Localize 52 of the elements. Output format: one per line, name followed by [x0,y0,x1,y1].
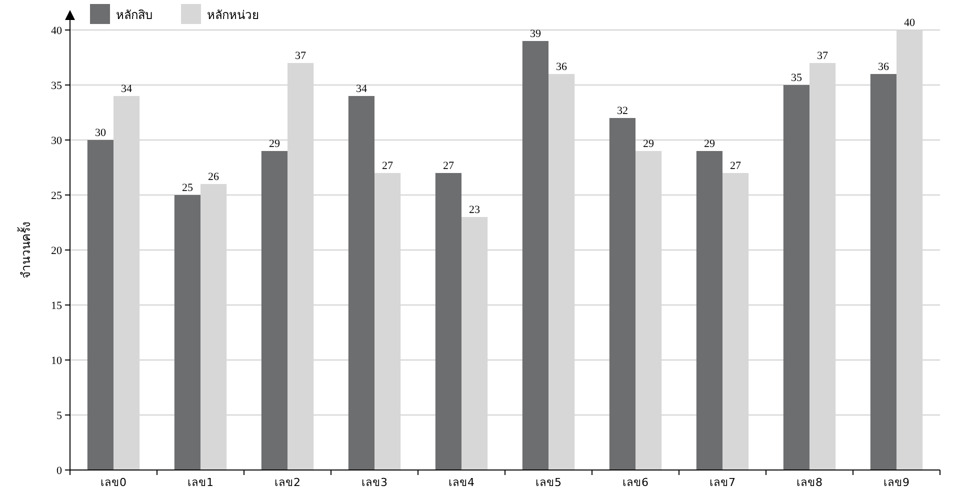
bar [174,195,200,470]
data-label: 27 [730,160,742,172]
x-tick-label: เลข9 [884,476,910,489]
data-label: 30 [94,127,106,139]
data-label: 35 [790,72,802,84]
data-label: 23 [469,204,481,216]
x-tick-label: เลข5 [536,476,562,489]
bar [87,140,114,470]
x-tick-label: เลข8 [796,476,822,489]
x-tick-label: เลข1 [188,476,214,489]
y-axis-title: จำนวนครั้ง [17,222,33,278]
bar [609,118,636,470]
legend-label: หลักหน่วย [207,8,259,22]
y-tick-label: 0 [56,465,62,477]
data-label: 34 [356,83,368,95]
y-tick-label: 40 [51,25,62,37]
x-tick-label: เลข7 [710,476,736,489]
data-label: 29 [268,138,280,150]
y-tick-label: 5 [56,410,62,422]
data-label: 37 [817,50,829,62]
y-tick-label: 35 [51,80,62,92]
x-tick-label: เลข0 [100,476,126,489]
x-tick-label: เลข6 [622,476,648,489]
data-label: 27 [442,160,454,172]
bar [348,96,374,470]
data-label: 32 [616,105,628,117]
data-label: 36 [878,61,890,73]
x-tick-label: เลข2 [274,476,300,489]
data-label: 27 [382,160,394,172]
data-label: 26 [208,171,220,183]
data-label: 29 [643,138,655,150]
data-label: 37 [295,50,307,62]
y-tick-label: 20 [51,245,62,257]
bar [870,74,896,470]
data-label: 40 [904,17,916,29]
bar [435,173,462,470]
bar [783,85,810,470]
y-tick-label: 15 [51,300,62,312]
bar [522,41,548,470]
x-tick-label: เลข3 [362,476,388,489]
data-label: 36 [556,61,568,73]
y-tick-label: 25 [51,190,62,202]
y-tick-label: 10 [51,355,62,367]
data-label: 25 [182,182,194,194]
data-label: 34 [121,83,133,95]
data-label: 39 [530,28,542,40]
bar [696,151,722,470]
data-label: 29 [704,138,716,150]
x-tick-label: เลข4 [448,476,474,489]
legend-label: หลักสิบ [116,8,153,22]
bar [261,151,288,470]
y-tick-label: 30 [51,135,62,147]
